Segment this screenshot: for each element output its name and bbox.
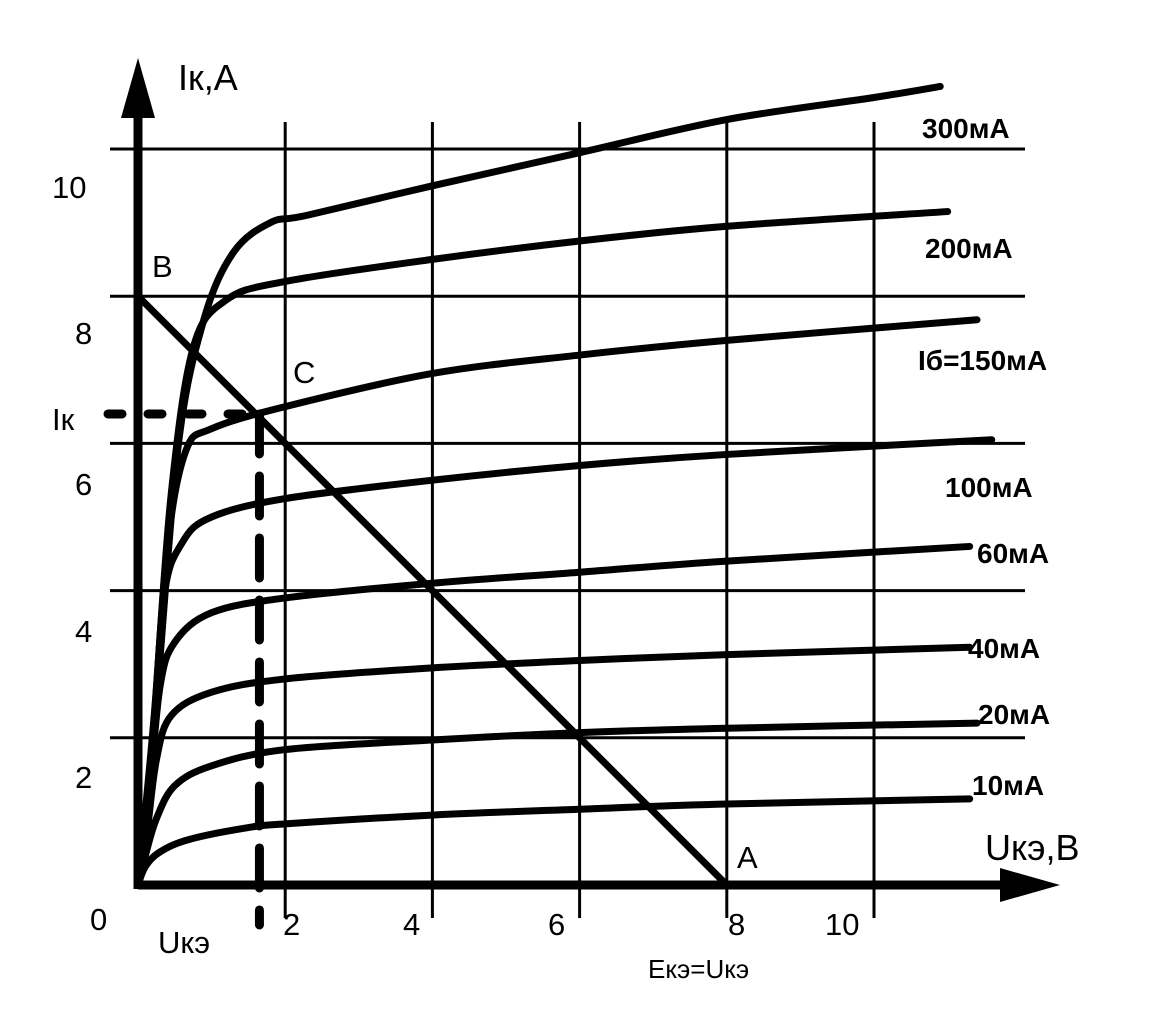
series-label: 300мА	[922, 113, 1010, 144]
x-tick-label: 10	[825, 907, 859, 942]
series-line	[134, 795, 974, 889]
axes	[121, 58, 1060, 902]
point-b-label: B	[152, 249, 173, 284]
series-label: 40мА	[968, 633, 1040, 664]
x-tick-label: 4	[403, 907, 420, 942]
x-axis-label: Uкэ,В	[985, 827, 1080, 868]
extras	[103, 293, 730, 930]
x-axis-arrow	[1000, 868, 1060, 902]
y-tick-label: 8	[75, 316, 92, 351]
load-line	[135, 293, 730, 888]
point-a-label: A	[737, 840, 758, 875]
y-tick-label: 6	[75, 467, 92, 502]
series-line	[134, 719, 981, 889]
uke-marker-label: Uкэ	[158, 925, 210, 960]
series-label: 60мА	[977, 538, 1049, 569]
grid	[110, 122, 1025, 918]
series-label: 100мА	[945, 472, 1033, 503]
series-label: Iб=150мА	[918, 345, 1047, 376]
ik-marker-label: Iк	[52, 402, 75, 437]
y-axis-label: Iк,А	[178, 57, 238, 98]
series-label: 200мА	[925, 233, 1013, 264]
y-axis-arrow	[121, 58, 155, 118]
x-tick-label: 8	[728, 907, 745, 942]
labels: Iк,А Uкэ,В 0 2 4 6 8 10 2 4 6 8 10 300мА…	[52, 57, 1080, 984]
series-line	[134, 82, 944, 889]
x-tick-label: 6	[548, 907, 565, 942]
y-tick-label: 2	[75, 760, 92, 795]
point-c-label: C	[293, 355, 315, 390]
x-tick-label: 2	[283, 907, 300, 942]
x-tick-label: 0	[90, 902, 107, 937]
series-label: 20мА	[978, 699, 1050, 730]
y-tick-label: 4	[75, 614, 92, 649]
curves	[134, 82, 996, 889]
supply-note: Екэ=Uкэ	[648, 954, 749, 984]
series-label: 10мА	[972, 770, 1044, 801]
y-tick-label: 10	[52, 170, 86, 205]
